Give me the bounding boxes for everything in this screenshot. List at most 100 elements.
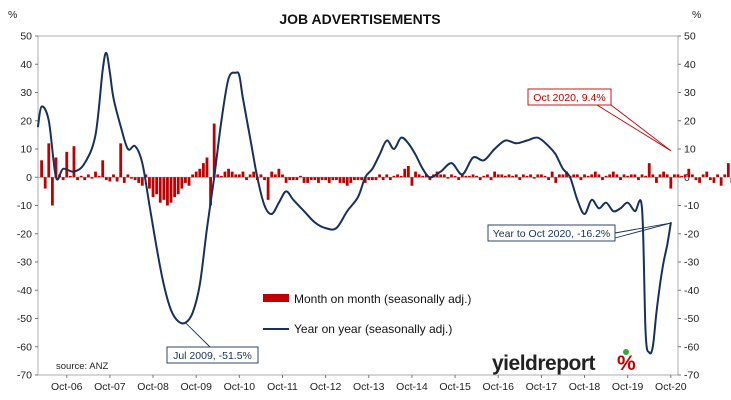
mom-bar [644,175,648,178]
mom-bar [676,174,680,178]
x-tick-label: Oct-15 [439,381,471,393]
mom-bar [518,177,522,181]
annotation-box [527,88,612,106]
mom-bar [198,168,202,178]
right-tick-label: 40 [684,59,696,71]
mom-bar [112,174,115,178]
right-tick-label: -10 [684,200,699,212]
annotation-box [166,346,259,364]
mom-bar [194,171,198,178]
mom-bar [259,174,263,178]
mom-bar [281,174,284,178]
mom-bar [234,174,238,178]
mom-bar [40,160,43,178]
mom-bar [266,177,270,200]
mom-bar [547,177,550,181]
mom-bar [608,174,612,178]
mom-bar [392,175,396,178]
mom-bar [565,171,568,178]
mom-bar [140,177,144,186]
mom-bar [122,177,126,183]
left-tick-label: -20 [17,228,32,240]
mom-bar [439,174,443,178]
mom-bar [144,174,148,178]
mom-bar [76,177,79,181]
mom-bar [108,177,112,182]
mom-bar [104,177,108,181]
mom-bar [378,174,381,178]
mom-bar [622,174,626,178]
mom-bar [507,174,511,178]
mom-bar [450,174,453,178]
mom-bar [521,174,525,178]
mom-bar [705,171,709,178]
mom-bar [155,177,159,195]
mom-bar [583,174,586,178]
left-tick-label: 10 [20,144,32,156]
mom-bar [54,157,58,178]
mom-bar [446,177,450,179]
mom-bar [137,177,141,183]
mom-bar [543,175,547,178]
mom-bar [47,143,51,178]
legend-swatch-month-on-month [263,294,289,302]
mom-bar [550,171,554,178]
left-tick-label: -40 [17,285,32,297]
mom-bar [604,175,608,178]
mom-bar [493,171,497,178]
right-tick-label: 10 [684,144,696,156]
mom-bar [356,177,360,181]
mom-bar [345,177,349,186]
mom-bar [536,174,540,178]
mom-bar [500,174,504,178]
mom-bar [637,177,640,181]
mom-bar [230,171,234,178]
mom-bar [478,177,482,181]
yieldreport-logo: yieldreport % [492,349,636,375]
right-tick-label: -40 [684,285,699,297]
annotation-leader [596,104,672,152]
mom-bar [615,174,619,178]
mom-bar [324,177,328,181]
mom-bar [460,174,464,178]
mom-bar [169,177,173,203]
left-tick-label: 50 [20,31,32,43]
mom-bar [374,177,378,181]
left-tick-label: 20 [20,115,32,127]
mom-bar [313,177,317,181]
annotation-box [487,224,616,242]
mom-bar [302,177,306,183]
mom-bar [698,177,701,183]
mom-bar [619,177,622,181]
mom-bar [557,174,561,178]
left-tick-label: 40 [20,59,32,71]
mom-bar [525,175,529,178]
mom-bar [219,175,223,178]
mom-bar [683,174,687,178]
mom-bar [241,171,245,178]
mom-bar [532,177,536,179]
mom-bar [662,171,666,178]
mom-bar [83,177,87,181]
mom-bar [726,163,730,178]
mom-bar [701,174,705,178]
right-tick-label: -60 [684,341,699,353]
mom-bar [647,163,651,178]
mom-bar [629,174,633,178]
mom-bar [680,175,683,178]
annotation-label: Year to Oct 2020, -16.2% [493,228,611,240]
x-tick-label: Oct-06 [51,381,83,393]
mom-bar [309,177,313,181]
mom-bar [723,174,727,178]
mom-bar [694,177,698,181]
annotation-label: Jul 2009, -51.5% [173,350,252,362]
mom-bar [486,174,489,178]
source-note: source: ANZ [56,361,108,372]
mom-bar [184,177,187,183]
mom-bar [162,177,166,200]
mom-bar [191,174,195,178]
annotations: Oct 2020, 9.4% Year to Oct 2020, -16.2% Ju… [166,88,672,364]
mom-bar [687,168,691,178]
mom-bar [353,177,356,181]
mom-bar [496,174,500,178]
